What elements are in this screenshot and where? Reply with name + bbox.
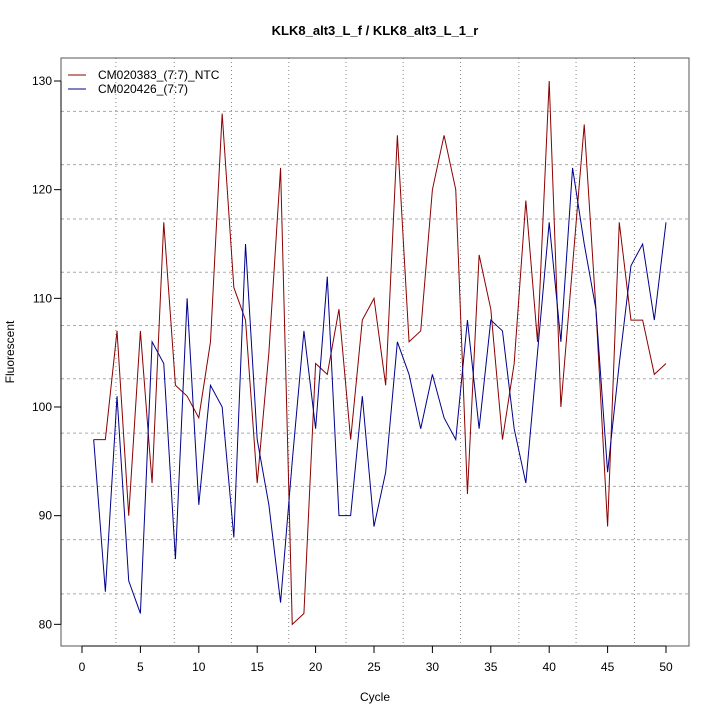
chart-title: KLK8_alt3_L_f / KLK8_alt3_L_1_r	[272, 23, 479, 38]
x-tick-label: 15	[251, 660, 265, 674]
y-tick-label: 80	[39, 617, 53, 631]
y-axis-label: Fluorescent	[3, 320, 17, 383]
x-tick-label: 0	[79, 660, 86, 674]
x-tick-label: 40	[543, 660, 557, 674]
y-axis: 80 90 100 110 120 130	[32, 74, 62, 631]
y-tick-label: 90	[39, 509, 53, 523]
series-lines	[93, 80, 667, 626]
x-tick-label: 35	[484, 660, 498, 674]
x-tick-label: 10	[192, 660, 206, 674]
x-tick-label: 5	[137, 660, 144, 674]
x-tick-label: 50	[659, 660, 673, 674]
legend-label-1: CM020383_(7:7)_NTC	[98, 68, 220, 82]
x-tick-label: 20	[309, 660, 323, 674]
y-tick-label: 100	[32, 400, 52, 414]
y-tick-label: 130	[32, 74, 52, 88]
grid	[61, 58, 689, 646]
y-tick-label: 110	[33, 291, 52, 305]
x-tick-label: 45	[601, 660, 615, 674]
y-tick-label: 120	[32, 183, 52, 197]
legend-label-2: CM020426_(7:7)	[98, 82, 188, 96]
x-tick-label: 25	[367, 660, 381, 674]
x-tick-label: 30	[426, 660, 440, 674]
x-axis-label: Cycle	[360, 690, 390, 704]
series-line-1	[93, 80, 667, 626]
x-axis: 0 5 10 15 20 25 30 35 40 45 50	[79, 645, 673, 674]
series-line-2	[93, 167, 667, 614]
